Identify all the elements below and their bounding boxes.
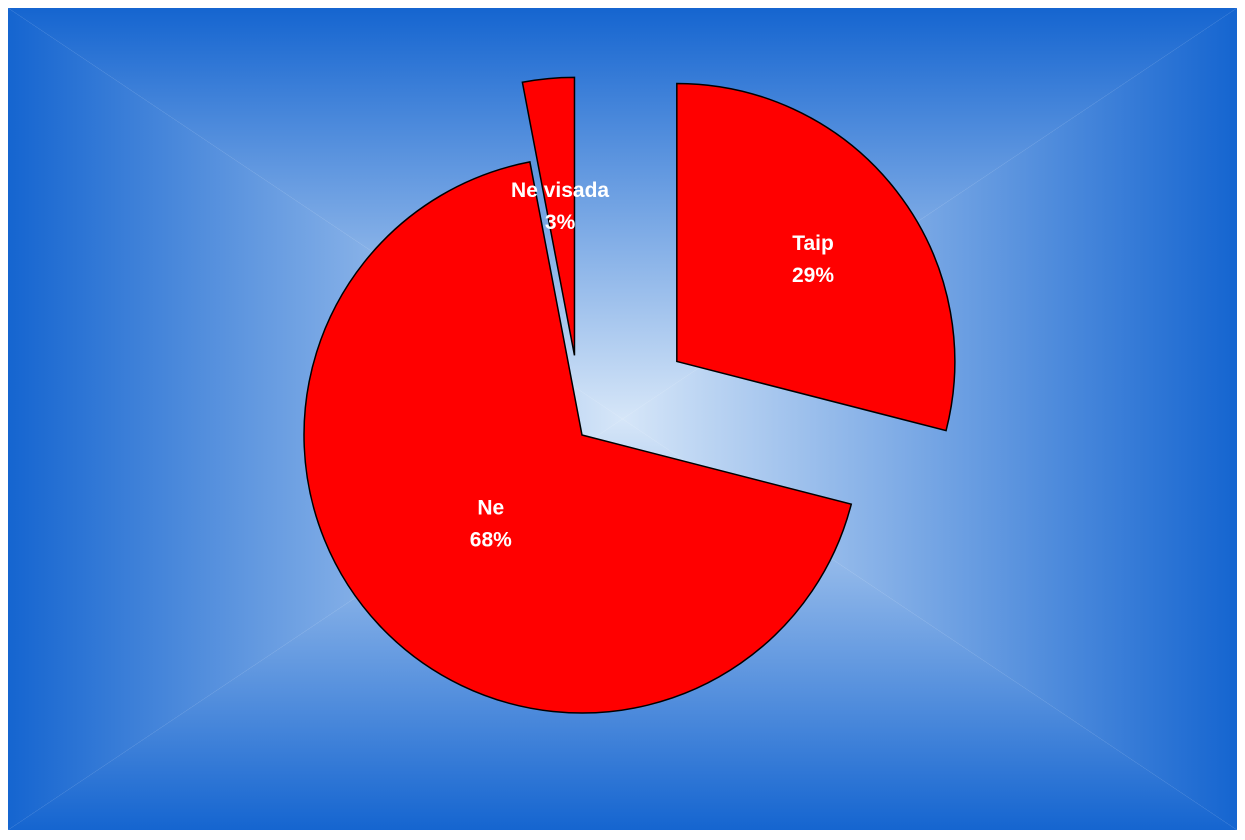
slice-value-ne: 68% [470,529,512,552]
slice-label-ne-visada: Ne visada [511,179,609,202]
slice-value-taip: 29% [792,264,834,287]
slice-label-taip: Taip [792,232,834,255]
pie-slice-taip [676,82,956,432]
bg-top [8,8,1237,419]
slice-value-ne-visada: 3% [545,211,576,234]
slice-label-ne: Ne [477,497,504,520]
pie-slice-ne [303,161,853,714]
pie-slices [303,76,956,714]
chart-area: Taip 29% Ne 68% Ne visada 3% [8,8,1237,830]
pie-labels: Taip 29% Ne 68% Ne visada 3% [470,179,835,552]
pie-chart: Taip 29% Ne 68% Ne visada 3% [303,76,956,714]
pie-slice-ne-visada [521,76,576,356]
